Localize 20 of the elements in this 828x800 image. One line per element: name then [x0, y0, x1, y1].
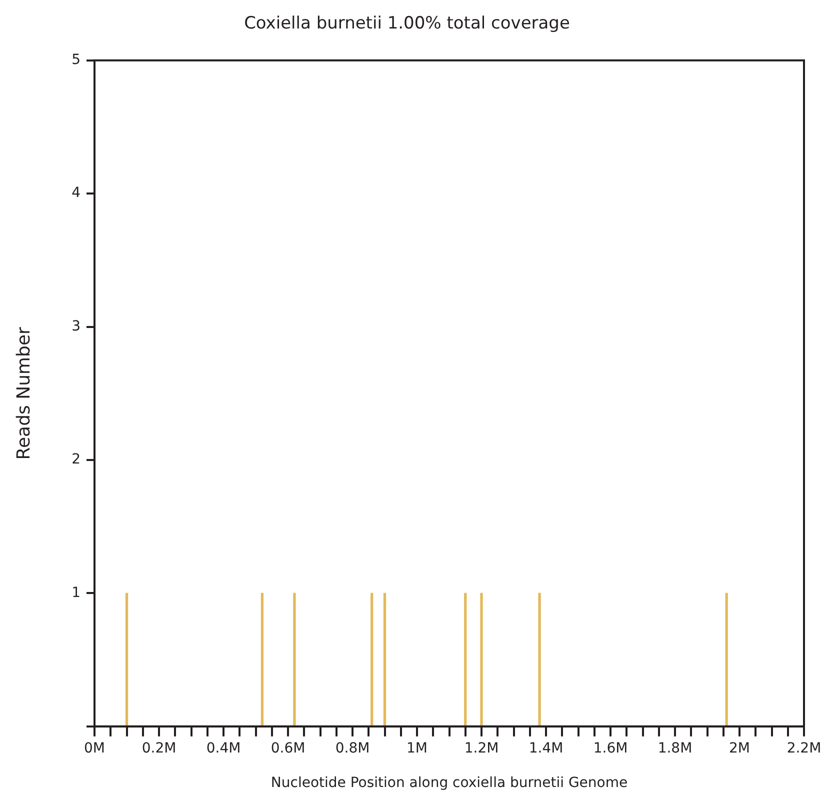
x-axis-title: Nucleotide Position along coxiella burnetii Genome — [270, 775, 628, 792]
y-tick-label: 4 — [72, 185, 81, 202]
y-tick-label: 2 — [72, 452, 81, 468]
chart-title: Coxiella burnetii 1.00% total coverage — [244, 14, 570, 34]
x-tick-label: 0M — [84, 740, 106, 756]
x-tick-label: 1.6M — [593, 740, 628, 756]
x-tick-label: 0.4M — [206, 740, 241, 756]
y-tick-label: 1 — [72, 584, 81, 601]
y-tick-label: 3 — [72, 318, 81, 334]
x-tick-label: 0.6M — [270, 740, 306, 756]
x-tick-label: 0.2M — [142, 740, 176, 756]
y-tick-label: 5 — [72, 52, 81, 68]
x-tick-label: 1.2M — [464, 740, 499, 756]
y-axis-title: Reads Number — [13, 326, 34, 460]
x-tick-label: 2.2M — [786, 740, 822, 756]
x-tick-label: 1.4M — [528, 740, 564, 756]
x-tick-label: 1.8M — [658, 740, 692, 756]
x-tick-label: 2M — [729, 740, 750, 756]
x-tick-label: 0.8M — [335, 740, 370, 756]
x-tick-label: 1M — [406, 740, 428, 756]
